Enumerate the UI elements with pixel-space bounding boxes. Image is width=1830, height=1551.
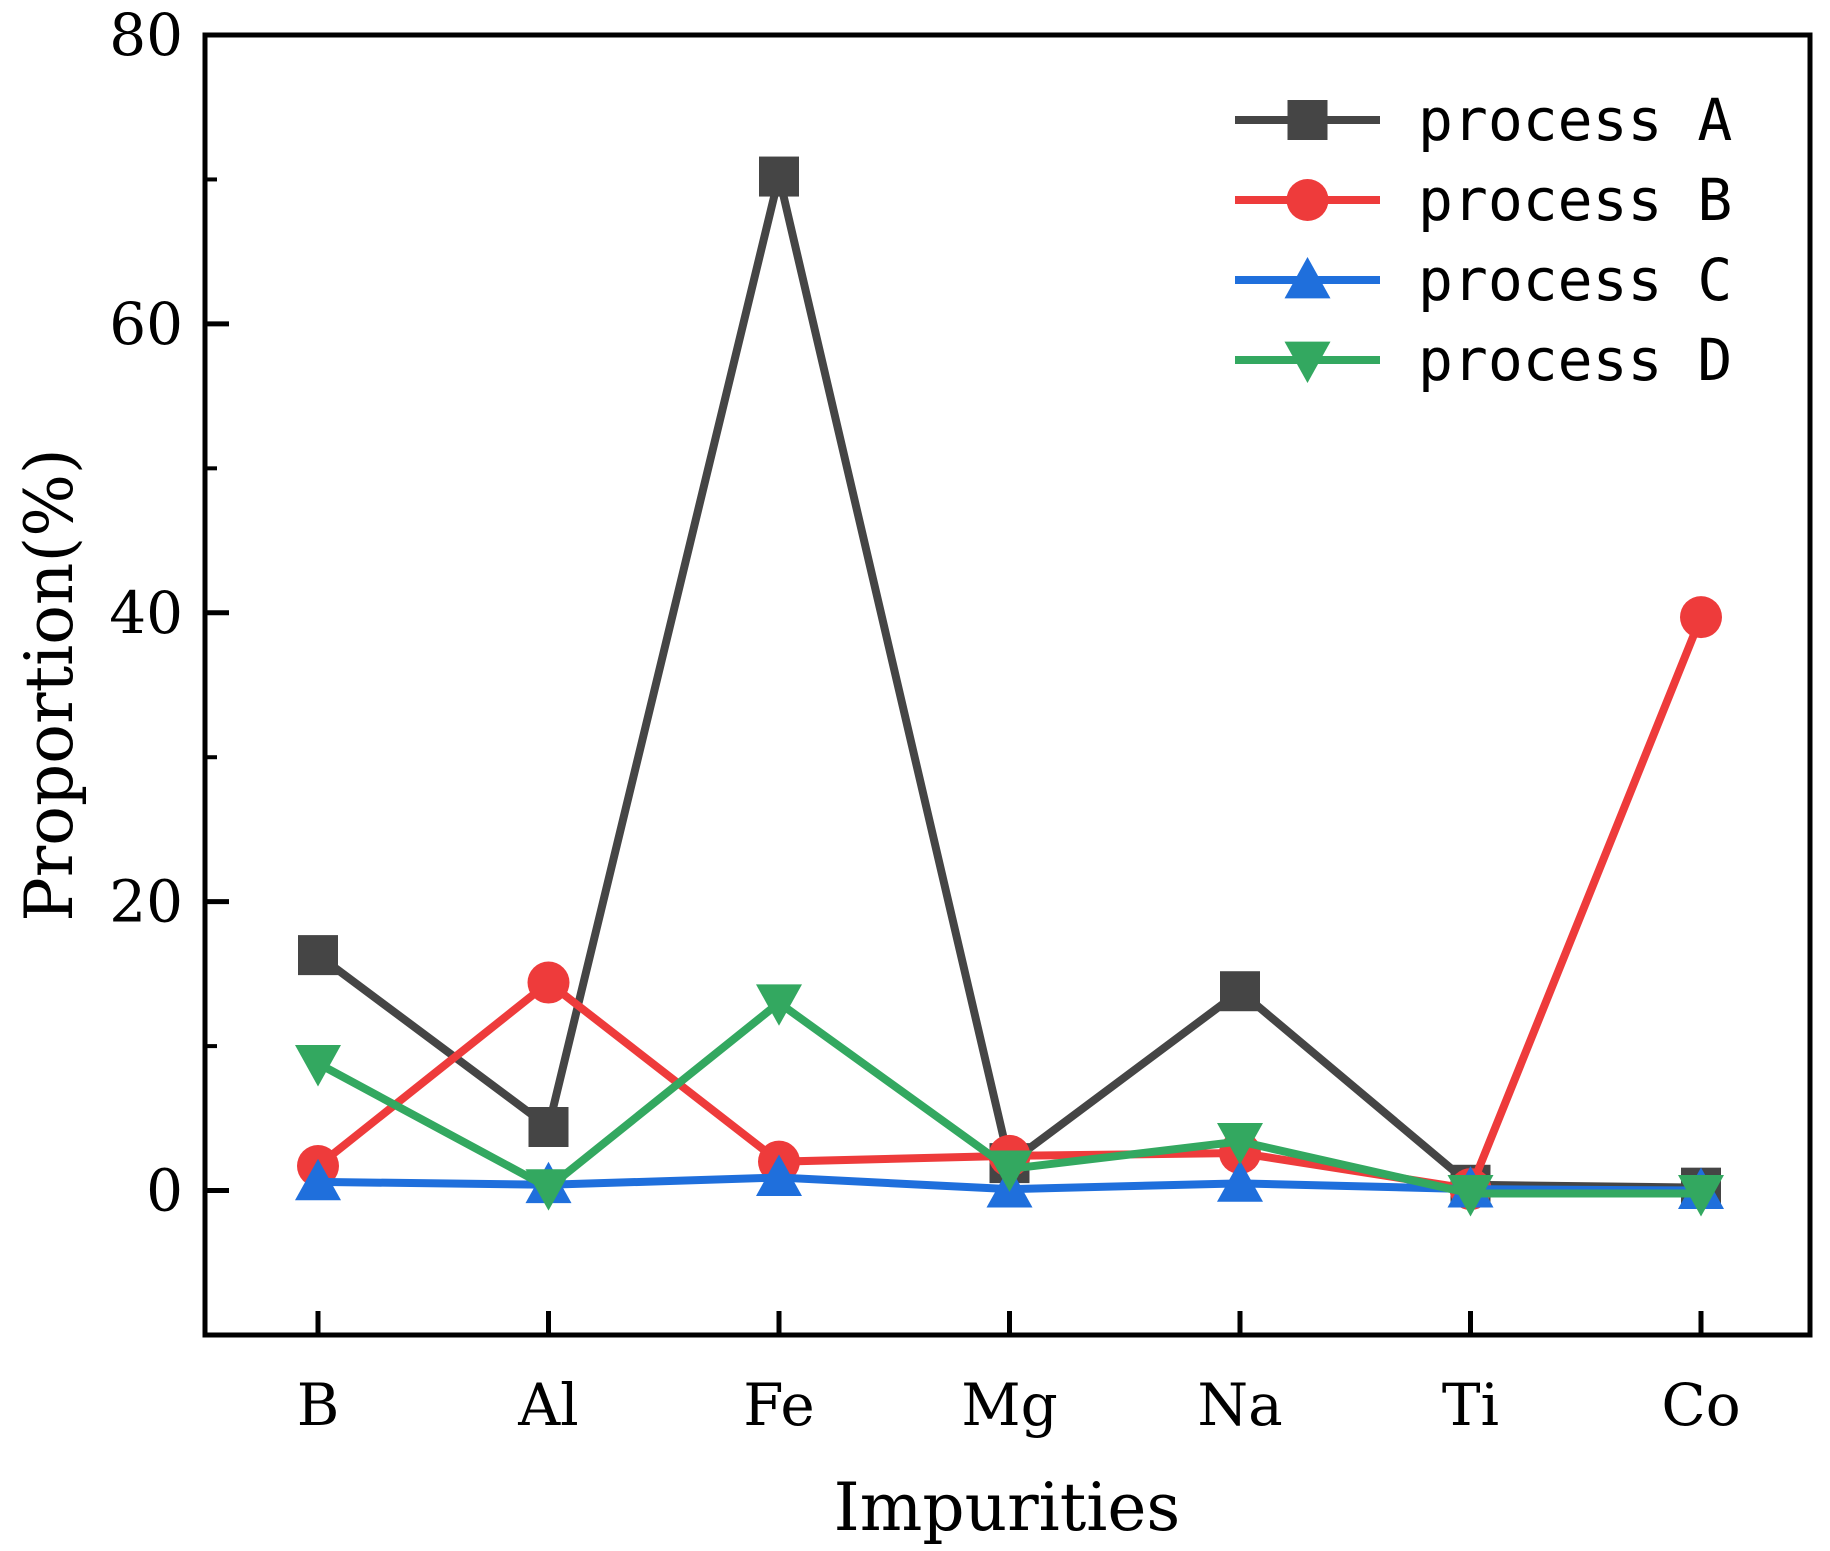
- data-point: [759, 156, 799, 197]
- y-tick-label: 60: [109, 290, 183, 358]
- data-point: [756, 984, 802, 1026]
- data-point: [527, 961, 570, 1004]
- data-point: [1678, 1175, 1724, 1217]
- x-tick-label: Co: [1661, 1371, 1740, 1439]
- legend-label: process D: [1418, 326, 1732, 394]
- y-tick-label: 40: [109, 579, 183, 647]
- data-point: [1220, 971, 1260, 1012]
- series-process-a: [298, 156, 1721, 1208]
- legend-entry: process A: [1235, 86, 1732, 154]
- data-point: [1217, 1160, 1263, 1202]
- y-axis-title: Proportion(%): [11, 448, 88, 921]
- data-point: [525, 1169, 572, 1211]
- legend-entry: process D: [1235, 326, 1732, 394]
- series-process-d: [295, 984, 1724, 1217]
- data-point: [1447, 1175, 1494, 1217]
- data-point: [986, 1150, 1033, 1192]
- x-tick-label: Fe: [743, 1371, 814, 1439]
- y-tick-label: 20: [109, 868, 183, 936]
- x-axis: B Al Fe Mg Na Ti Co: [297, 1311, 1741, 1439]
- y-tick-label: 80: [109, 1, 183, 69]
- legend-marker: [1287, 100, 1328, 140]
- legend-marker: [1284, 257, 1331, 299]
- data-point: [756, 1154, 802, 1196]
- legend-marker: [1284, 341, 1331, 383]
- legend-label: process C: [1418, 246, 1732, 314]
- legend-entry: process B: [1235, 166, 1732, 234]
- data-point: [295, 1045, 341, 1087]
- data-point: [295, 1158, 341, 1201]
- series-line: [315, 615, 1705, 1194]
- data-point: [528, 1107, 569, 1147]
- series-process-b: [297, 596, 1722, 1211]
- legend-entry: process C: [1235, 246, 1732, 314]
- legend: process A process B process C process D: [1235, 86, 1732, 394]
- x-axis-title: Impurities: [834, 1469, 1181, 1546]
- legend-label: process B: [1418, 166, 1732, 234]
- x-tick-label: Mg: [961, 1371, 1058, 1439]
- x-tick-label: Al: [517, 1371, 578, 1439]
- data-point: [1217, 1123, 1263, 1165]
- x-tick-label: B: [297, 1371, 340, 1439]
- legend-label: process A: [1418, 86, 1732, 154]
- y-axis: 0 20 40 60 80: [109, 1, 229, 1225]
- x-tick-label: Ti: [1442, 1371, 1499, 1439]
- y-tick-label: 0: [146, 1157, 183, 1225]
- data-point: [298, 935, 338, 976]
- series-layer: [295, 156, 1724, 1217]
- legend-marker: [1286, 179, 1329, 221]
- data-point: [1680, 596, 1722, 639]
- x-tick-label: Na: [1197, 1371, 1282, 1439]
